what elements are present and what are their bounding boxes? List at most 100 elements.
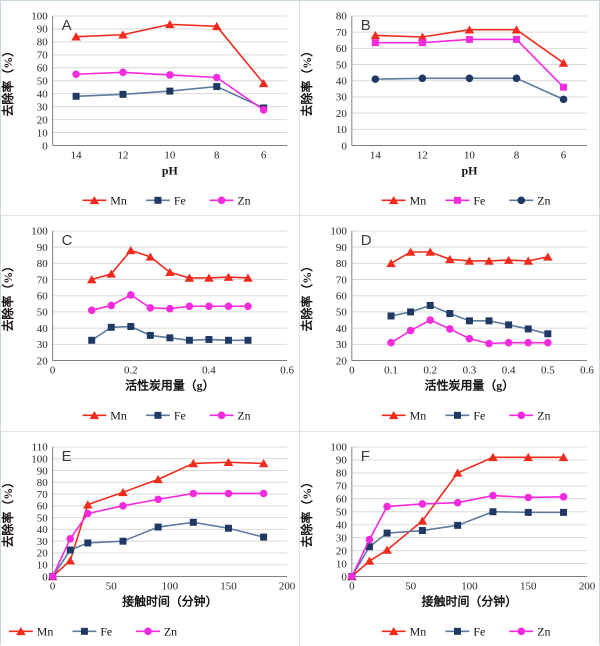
triangle-marker-icon: [386, 259, 396, 268]
y-tick-label: 10: [336, 124, 347, 136]
triangle-marker-icon: [445, 255, 455, 264]
circle-marker-icon: [259, 489, 268, 497]
triangle-marker-icon: [511, 25, 522, 34]
legend-label-zn: Zn: [537, 409, 550, 423]
legend-label-zn: Zn: [537, 194, 550, 208]
square-marker-icon: [260, 533, 268, 541]
triangle-marker-icon: [488, 452, 498, 461]
circle-marker-icon: [426, 316, 435, 325]
y-tick-label: 80: [336, 11, 347, 23]
y-tick-label: 30: [336, 532, 347, 544]
x-tick-label: 0.2: [124, 365, 138, 377]
y-tick-label: 20: [37, 547, 48, 559]
y-tick-label: 50: [336, 307, 347, 319]
circle-marker-icon: [127, 291, 135, 299]
legend-label-mn: Mn: [410, 194, 427, 208]
series-line-mn: [351, 456, 564, 577]
y-tick-label: 20: [336, 356, 347, 368]
y-tick-label: 30: [336, 92, 347, 104]
y-tick-label: 90: [37, 24, 48, 36]
triangle-marker-icon: [364, 556, 375, 565]
legend-label-fe: Fe: [174, 193, 186, 207]
x-tick-label: 0.6: [580, 365, 594, 377]
square-marker-icon: [365, 542, 373, 550]
square-marker-icon: [524, 508, 532, 516]
triangle-marker-icon: [86, 275, 97, 284]
triangle-marker-icon: [126, 246, 136, 255]
x-tick-label: 14: [370, 149, 381, 161]
circle-marker-icon: [446, 325, 454, 334]
y-tick-label: 40: [336, 519, 347, 531]
square-marker-icon: [189, 518, 197, 526]
y-tick-label: 40: [37, 524, 48, 536]
circle-marker-icon: [72, 70, 80, 79]
x-tick-label: 150: [520, 580, 537, 592]
legend-label-fe: Fe: [473, 624, 485, 638]
y-tick-label: 30: [37, 536, 48, 548]
panel-letter: E: [62, 447, 72, 464]
circle-marker-icon: [544, 339, 552, 347]
square-marker-icon: [465, 35, 473, 43]
y-tick-label: 40: [336, 323, 347, 335]
y-tick-label: 30: [37, 339, 48, 351]
triangle-marker-icon: [243, 273, 253, 282]
square-marker-icon: [166, 334, 174, 342]
y-tick-label: 90: [37, 242, 48, 254]
square-marker-icon: [465, 317, 473, 325]
y-axis-title: 去除率（%）: [1, 260, 15, 332]
triangle-marker-icon: [388, 195, 399, 205]
triangle-marker-icon: [258, 458, 269, 467]
circle-marker-icon: [217, 196, 226, 205]
triangle-marker-icon: [118, 30, 128, 39]
square-marker-icon: [205, 336, 213, 344]
circle-marker-icon: [48, 572, 57, 580]
x-tick-label: 200: [579, 580, 596, 592]
y-tick-label: 80: [37, 37, 48, 49]
circle-marker-icon: [119, 68, 127, 77]
y-tick-label: 50: [37, 512, 48, 524]
legend-label-zn: Zn: [164, 624, 177, 638]
y-tick-label: 20: [336, 545, 347, 557]
panel-e: 0 10 20 30 40 50 60 70 80 90 100 110 0 50 100 150 200 接触时…: [1, 431, 300, 646]
triangle-marker-icon: [89, 195, 100, 205]
square-marker-icon: [453, 196, 461, 204]
panel-d: 20 30 40 50 60 70 80 90 100 0 0.1 0.2 0.3 0.4 0.5 0.6 活性…: [300, 216, 599, 432]
y-tick-label: 60: [336, 291, 347, 303]
square-marker-icon: [119, 537, 127, 545]
x-tick-label: 12: [417, 149, 428, 161]
square-marker-icon: [512, 35, 520, 43]
square-marker-icon: [453, 412, 461, 420]
circle-marker-icon: [512, 74, 521, 83]
x-tick-label: 0.1: [384, 365, 398, 377]
circle-marker-icon: [524, 493, 533, 501]
x-tick-label: 100: [461, 580, 478, 592]
triangle-marker-icon: [223, 457, 234, 466]
square-marker-icon: [454, 521, 462, 529]
triangle-marker-icon: [417, 32, 428, 41]
circle-marker-icon: [348, 572, 356, 580]
legend-label-zn: Zn: [237, 409, 250, 423]
y-tick-label: 70: [37, 488, 48, 500]
triangle-marker-icon: [204, 273, 214, 282]
circle-marker-icon: [418, 499, 427, 508]
chart-c: 20 30 40 50 60 70 80 90 100 0 0.2 0.4 0.6 活性炭用量（g） 去除率…: [1, 226, 294, 423]
x-tick-label: 0.3: [463, 365, 477, 377]
triangle-marker-icon: [425, 247, 436, 257]
square-marker-icon: [72, 92, 80, 100]
y-tick-label: 40: [37, 88, 48, 100]
y-tick-label: 80: [336, 258, 347, 270]
x-axis-title: 活性炭用量（g）: [125, 379, 214, 393]
square-marker-icon: [84, 539, 92, 546]
triangle-marker-icon: [382, 545, 392, 554]
x-tick-label: 0.4: [202, 365, 216, 377]
y-tick-label: 70: [336, 480, 347, 492]
x-tick-label: 0: [349, 580, 355, 592]
panel-f: 0 10 20 30 40 50 60 70 80 90 100 0 50 100 150 200 接触时间（分…: [300, 431, 599, 646]
triangle-marker-icon: [503, 255, 514, 265]
circle-marker-icon: [144, 627, 152, 635]
x-tick-label: 8: [514, 149, 520, 161]
triangle-marker-icon: [405, 247, 416, 257]
